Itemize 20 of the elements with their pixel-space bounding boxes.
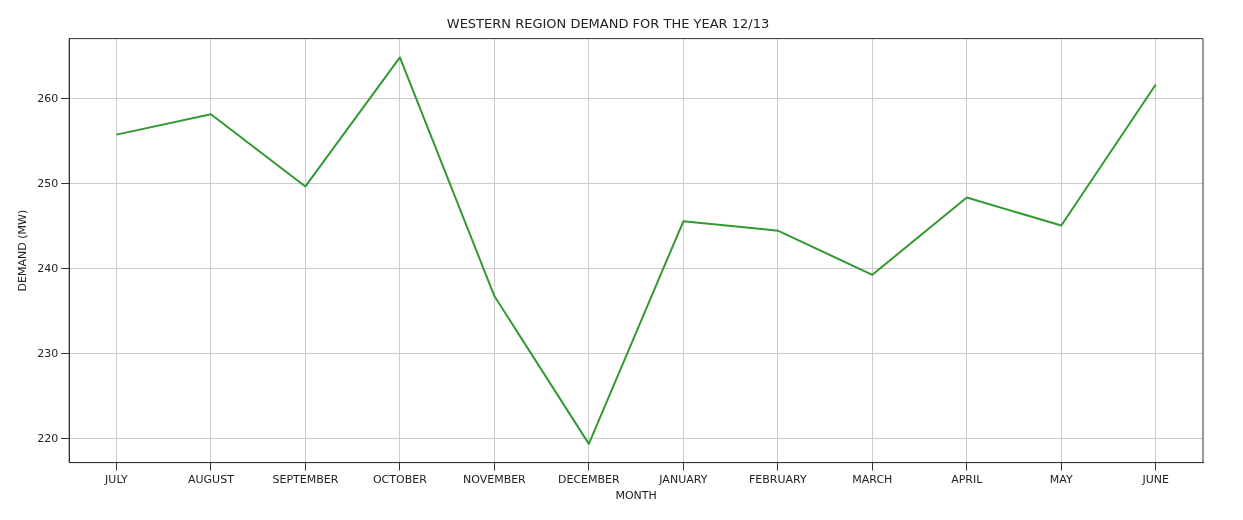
y-tick-label: 220 [37,431,59,445]
y-tick-label: 260 [37,91,59,105]
x-axis-title: MONTH [615,489,657,503]
y-tick-label: 230 [37,346,59,360]
x-tick-label: NOVEMBER [462,473,527,487]
x-tick-label: APRIL [951,473,984,487]
x-tick-label: JULY [104,473,129,487]
chart-title: WESTERN REGION DEMAND FOR THE YEAR 12/13 [446,16,770,32]
x-tick-label: JUNE [1141,473,1170,487]
x-tick-label: MAY [1049,473,1073,487]
y-tick-label: 240 [37,261,59,275]
x-tick-label: AUGUST [187,473,235,487]
x-tick-label: FEBRUARY [748,473,807,487]
y-tick-label: 250 [37,176,59,190]
x-tick-label: JANUARY [658,473,708,487]
x-tick-label: SEPTEMBER [272,473,339,487]
x-tick-label: OCTOBER [372,473,428,487]
y-axis-title: DEMAND (MW) [16,209,30,292]
x-tick-label: DECEMBER [558,473,621,487]
x-tick-label: MARCH [852,473,893,487]
